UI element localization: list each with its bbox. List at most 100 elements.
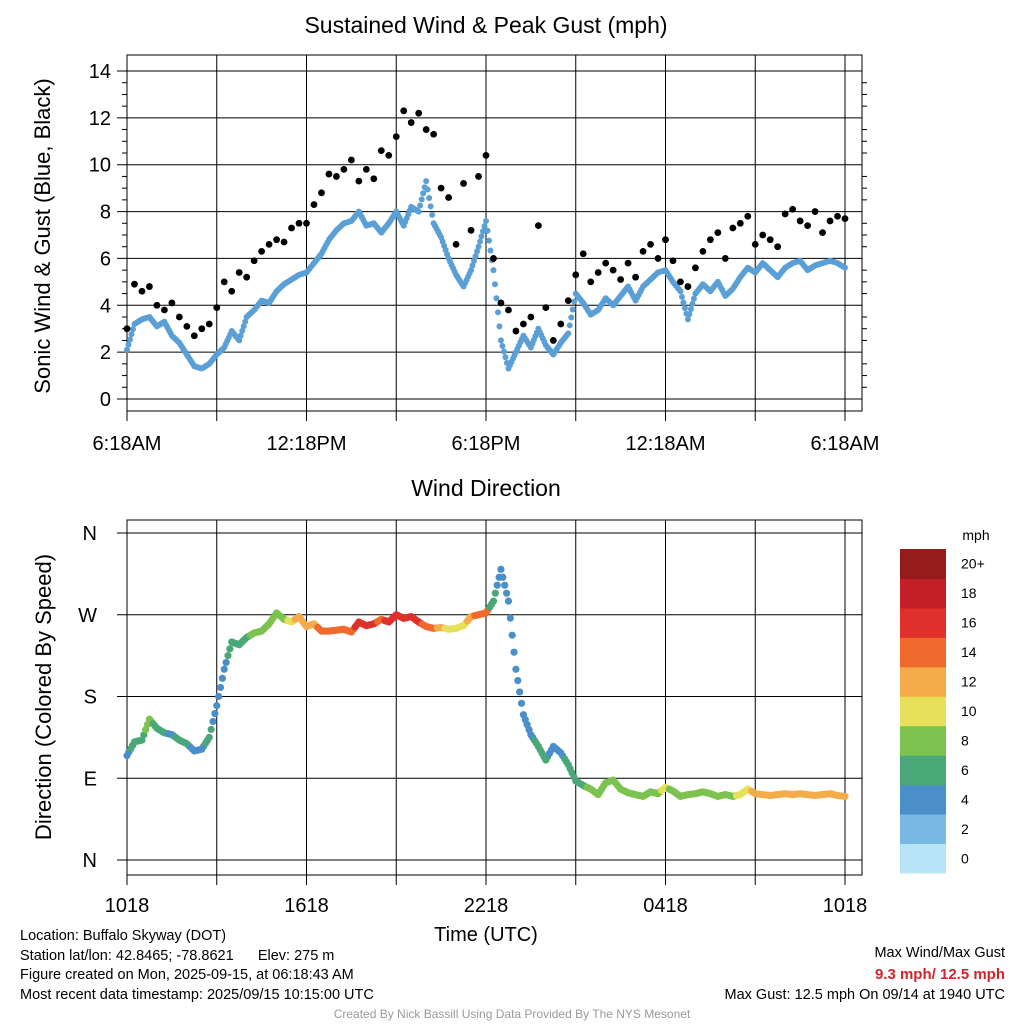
peak-gust-point <box>549 337 557 344</box>
sustained-wind-point <box>126 336 133 343</box>
x-tick-label: 0418 <box>643 895 688 917</box>
direction-point <box>215 692 223 701</box>
direction-point <box>501 581 509 589</box>
peak-gust-point <box>467 226 475 234</box>
sustained-wind-point <box>565 330 572 337</box>
peak-gust-point <box>347 156 355 164</box>
colorbar-swatch <box>900 755 946 786</box>
colorbar-swatch <box>900 784 946 815</box>
peak-gust-point <box>318 189 325 197</box>
direction-point <box>220 665 228 673</box>
sustained-wind-point <box>125 341 132 348</box>
sustained-wind-point <box>468 267 475 274</box>
sustained-wind-point <box>484 227 491 234</box>
sustained-wind-point <box>427 203 434 210</box>
peak-gust-point <box>280 238 288 246</box>
y-tick-label: 12 <box>89 108 111 130</box>
peak-gust-point <box>153 301 161 309</box>
peak-gust-point <box>692 264 699 272</box>
colorbar-swatch <box>900 814 946 845</box>
peak-gust-point <box>482 151 490 159</box>
direction-point <box>499 573 507 581</box>
colorbar-swatch <box>900 607 946 638</box>
direction-point <box>209 717 217 726</box>
peak-gust-point <box>460 180 467 187</box>
peak-gust-point <box>437 184 445 192</box>
footer-station-row: Station lat/lon: 42.8465; -78.8621 Elev:… <box>20 947 374 967</box>
sustained-wind-point <box>487 247 494 254</box>
colorbar-swatch <box>900 843 946 874</box>
colorbar-swatch <box>900 725 946 756</box>
sustained-wind-point <box>678 293 685 300</box>
colorbar-swatch <box>900 549 946 579</box>
y-tick-label: N <box>83 850 97 872</box>
direction-point <box>213 701 221 710</box>
colorbar-swatch <box>900 696 946 727</box>
peak-gust-point <box>819 229 826 237</box>
chart1-plot-area: 0 2 4 6 8 10 12 14 6:18AM 12:18PM 6:18PM 12:18AM 6:1… <box>89 54 880 455</box>
peak-gust-point <box>751 240 759 248</box>
peak-gust-point <box>572 271 580 279</box>
sustained-wind-point <box>681 305 688 312</box>
y-tick-label: E <box>84 768 97 790</box>
x-tick-label: 12:18PM <box>266 433 346 455</box>
sustained-wind-point <box>566 322 573 329</box>
sustained-wind-point <box>474 248 481 255</box>
peak-gust-point <box>325 170 333 178</box>
peak-gust-point <box>706 236 714 244</box>
direction-point <box>216 683 225 692</box>
peak-gust-point <box>362 166 370 173</box>
footer-station: Station lat/lon: 42.8465; -78.8621 <box>20 947 234 964</box>
peak-gust-point <box>736 219 744 227</box>
sustained-wind-point <box>499 343 506 350</box>
sustained-wind-point <box>417 202 424 209</box>
peak-gust-point <box>602 259 610 267</box>
colorbar-label: 20+ <box>961 556 985 572</box>
peak-gust-point <box>400 107 408 115</box>
peak-gust-point <box>355 177 363 185</box>
sustained-wind-point <box>842 264 848 271</box>
sustained-wind-point <box>497 337 504 344</box>
peak-gust-point <box>804 222 812 230</box>
colorbar-label: 6 <box>961 762 969 778</box>
peak-gust-point <box>392 133 400 141</box>
y-tick-label: 14 <box>89 61 111 83</box>
peak-gust-point <box>564 297 572 304</box>
sustained-wind-point <box>478 233 485 240</box>
sustained-wind-point <box>469 262 476 269</box>
colorbar-label: 8 <box>961 732 969 748</box>
peak-gust-point <box>430 130 438 138</box>
sustained-wind-point <box>240 323 247 330</box>
peak-gust-point <box>557 320 565 328</box>
y-tick-label: 6 <box>100 248 111 270</box>
x-tick-label: 1018 <box>823 895 868 917</box>
sustained-wind-point <box>481 223 488 230</box>
peak-gust-point <box>131 280 138 288</box>
footer-max-gust: Max Gust: 12.5 mph On 09/14 at 1940 UTC <box>724 987 1005 1003</box>
sustained-wind-point <box>239 328 246 335</box>
colorbar-swatch <box>900 637 946 668</box>
x-tick-label: 6:18AM <box>811 433 880 455</box>
sustained-wind-point <box>129 326 136 333</box>
direction-point <box>493 581 501 589</box>
colorbar-label: 4 <box>961 791 969 807</box>
peak-gust-point <box>377 147 385 155</box>
peak-gust-point <box>789 205 797 213</box>
footer-location: Location: Buffalo Skyway (DOT) <box>20 928 227 944</box>
sustained-wind-point <box>493 295 500 302</box>
sustained-wind-point <box>124 346 130 353</box>
peak-gust-point <box>295 219 303 227</box>
colorbar-swatch <box>900 666 946 697</box>
peak-gust-point <box>205 320 213 328</box>
colorbar-label: 16 <box>961 615 977 631</box>
sustained-wind-point <box>480 228 487 235</box>
sustained-wind-point <box>686 311 693 318</box>
direction-point <box>497 565 505 573</box>
sustained-wind-point <box>491 281 498 288</box>
peak-gust-point <box>647 240 654 248</box>
peak-gust-point <box>579 250 587 258</box>
peak-gust-point <box>729 224 737 232</box>
peak-gust-point <box>340 166 348 173</box>
y-tick-label: 0 <box>100 389 111 411</box>
peak-gust-point <box>228 287 236 295</box>
